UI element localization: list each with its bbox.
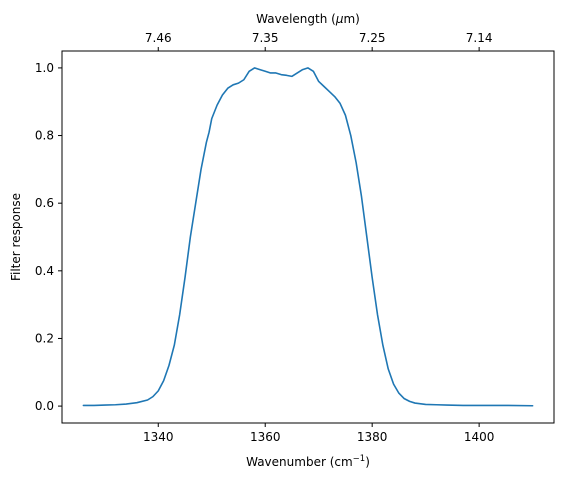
y-tick-label: 0.8	[35, 129, 54, 143]
series-line-0	[82, 67, 534, 407]
x-tick-label: 1360	[250, 430, 281, 444]
plot-frame	[61, 50, 555, 424]
y-tick-label: 0.2	[35, 331, 54, 345]
x-tick-label: 1380	[357, 430, 388, 444]
top-tick-label: 7.14	[466, 31, 493, 45]
x-axis-title: Wavenumber (cm−1)	[246, 454, 370, 469]
top-tick-label: 7.46	[145, 31, 172, 45]
x-tick-label: 1400	[464, 430, 495, 444]
y-tick-label: 0.4	[35, 264, 54, 278]
chart-marks	[82, 67, 534, 407]
plot-area	[62, 51, 554, 423]
x-tick-label: 1340	[143, 430, 174, 444]
y-tick-label: 0.0	[35, 399, 54, 413]
y-axis-title: Filter response	[9, 193, 23, 281]
top-tick-label: 7.25	[359, 31, 386, 45]
y-axis-ticks: 0.0 0.2 0.4 0.6 0.8 1.0	[35, 61, 62, 413]
y-tick-label: 1.0	[35, 61, 54, 75]
top-axis-title: Wavelength (μm)	[256, 12, 360, 26]
x-axis-ticks: 1340 1360 1380 1400	[143, 423, 494, 444]
top-tick-label: 7.35	[252, 31, 279, 45]
y-tick-label: 0.6	[35, 196, 54, 210]
top-axis-ticks: 7.46 7.35 7.25 7.14	[145, 31, 493, 51]
